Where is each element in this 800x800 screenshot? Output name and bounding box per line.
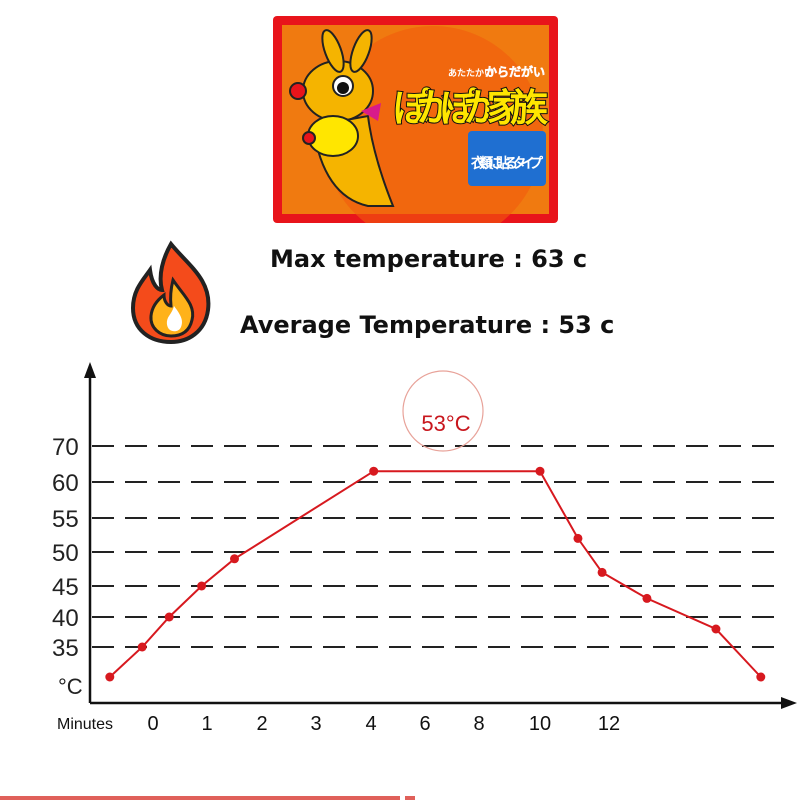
product-package-image: あたたかい からだがい ぽかぽか家族 衣類に貼るタイプ: [273, 16, 558, 223]
package-badge-bg: [468, 131, 546, 186]
bottom-divider: [0, 796, 400, 800]
package-title: ぽかぽか家族: [393, 86, 548, 130]
package-badge: 衣類に貼るタイプ: [471, 155, 544, 172]
kangaroo-illustration: [289, 29, 395, 207]
y-tick-label: 70: [52, 434, 79, 461]
data-point: [573, 533, 583, 543]
y-tick-label: 60: [52, 470, 79, 497]
data-point: [756, 672, 766, 682]
x-tick-label: 0: [147, 713, 158, 735]
x-tick-label: 6: [419, 713, 430, 735]
y-tick-label: 35: [52, 635, 79, 662]
x-tick-label: 1: [201, 713, 212, 735]
data-point: [642, 593, 652, 603]
fire-icon: [130, 240, 211, 344]
x-tick-label: 10: [529, 713, 551, 735]
y-axis-unit-label: °C: [58, 674, 83, 699]
x-tick-label: 4: [365, 713, 376, 735]
y-tick-label: 40: [52, 605, 79, 632]
x-tick-label: 3: [310, 713, 321, 735]
data-point: [230, 554, 239, 564]
y-axis-arrow: [84, 362, 96, 378]
data-point: [137, 642, 147, 652]
x-axis-arrow: [781, 697, 797, 709]
y-tick-label: 50: [52, 540, 79, 567]
y-tick-label: 55: [52, 506, 79, 533]
data-point: [597, 567, 607, 577]
data-point: [164, 612, 174, 622]
x-tick-label: 12: [598, 713, 620, 735]
data-point: [535, 466, 545, 476]
data-point: [711, 624, 721, 634]
x-tick-label: 2: [256, 713, 267, 735]
temperature-line: [109, 470, 762, 678]
package-tagline: からだがい: [485, 64, 545, 79]
package-tagline-small: あたたかい: [448, 68, 493, 79]
data-point: [105, 672, 115, 682]
x-axis-label: Minutes: [57, 716, 113, 733]
max-temperature-label: Max temperature : 63 c: [270, 245, 588, 273]
bottom-divider: [405, 796, 415, 800]
average-annotation: 53°C: [421, 411, 470, 436]
x-tick-label: 8: [473, 713, 484, 735]
data-point: [197, 581, 207, 591]
y-tick-label: 45: [52, 574, 79, 601]
average-temperature-label: Average Temperature : 53 c: [240, 311, 615, 339]
data-point: [369, 466, 379, 476]
annotation-circle: [402, 370, 484, 452]
